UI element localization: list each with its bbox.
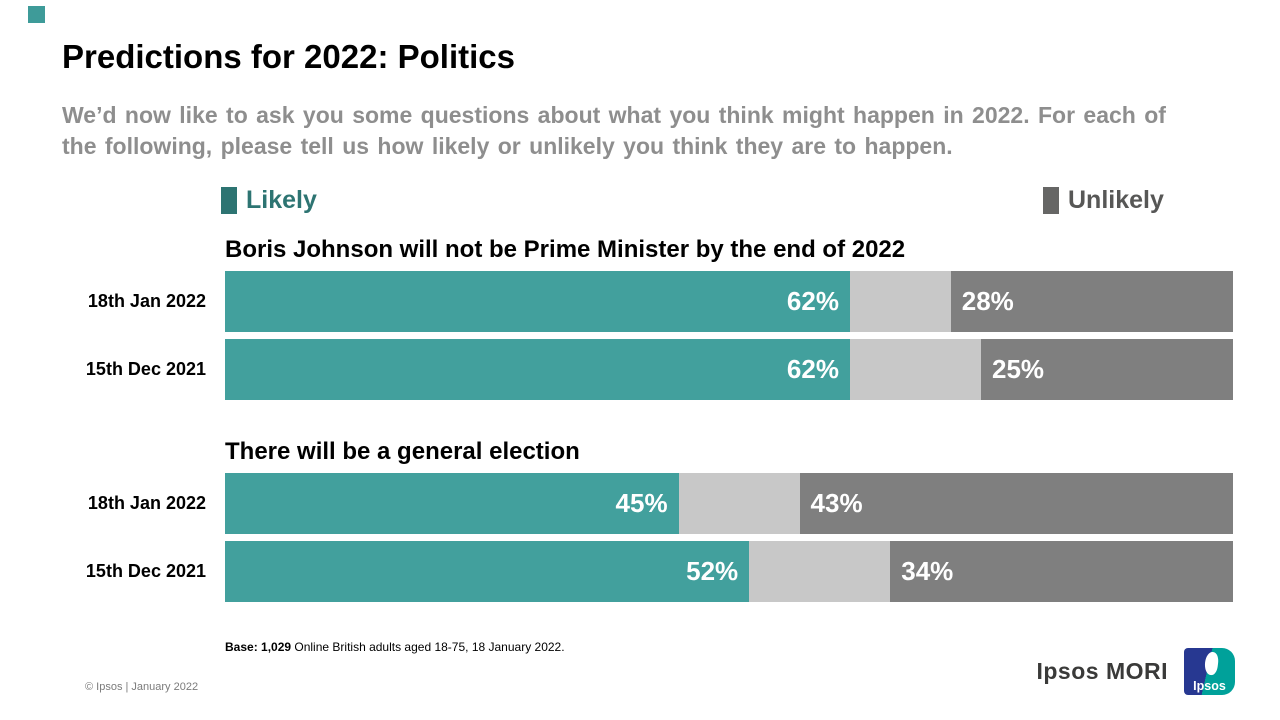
legend-likely-label: Likely (246, 186, 317, 214)
bar-chart: Boris Johnson will not be Prime Minister… (0, 236, 1280, 654)
page-subtitle: We’d now like to ask you some questions … (62, 102, 1166, 159)
stacked-bar: 62% 28% (225, 271, 1233, 332)
likely-value-label: 62% (786, 286, 839, 316)
likely-bar-segment: 62% (225, 271, 850, 332)
middle-bar-segment (849, 271, 951, 332)
base-note-bold: Base: 1,029 (225, 640, 292, 654)
likely-bar-segment: 45% (225, 473, 679, 534)
likely-swatch-icon (221, 187, 237, 214)
base-note: Base: 1,029 Online British adults aged 1… (225, 640, 1280, 654)
stacked-bar: 52% 34% (225, 541, 1233, 602)
unlikely-bar-segment: 34% (890, 541, 1233, 602)
unlikely-bar-segment: 28% (950, 271, 1233, 332)
row-category-label: 18th Jan 2022 (87, 493, 206, 513)
unlikely-bar-segment: 25% (980, 339, 1233, 400)
unlikely-swatch-icon (1043, 187, 1059, 214)
bar-row: 18th Jan 2022 45% 43% (0, 473, 1280, 534)
brand-wordmark: Ipsos MORI (1036, 658, 1168, 684)
likely-bar-segment: 62% (225, 339, 850, 400)
bar-row: 15th Dec 2021 52% 34% (0, 541, 1280, 602)
ipsos-logo: Ipsos (1184, 648, 1235, 695)
slide-accent-square (28, 6, 45, 23)
section-title: Boris Johnson will not be Prime Minister… (225, 236, 906, 263)
legend-unlikely: Unlikely (1043, 187, 1164, 214)
chart-section: Boris Johnson will not be Prime Minister… (0, 236, 1280, 400)
unlikely-value-label: 25% (991, 354, 1045, 384)
unlikely-value-label: 28% (961, 286, 1014, 316)
bar-row: 15th Dec 2021 62% 25% (0, 339, 1280, 400)
copyright-text: © Ipsos | January 2022 (85, 681, 199, 693)
section-title: There will be a general election (225, 438, 580, 465)
ipsos-logo-text: Ipsos (1193, 679, 1226, 693)
likely-value-label: 45% (615, 488, 668, 518)
base-note-regular: Online British adults aged 18-75, 18 Jan… (291, 640, 565, 654)
middle-bar-segment (749, 541, 891, 602)
bar-row: 18th Jan 2022 62% 28% (0, 271, 1280, 332)
unlikely-value-label: 34% (901, 556, 954, 586)
chart-section: There will be a general election 18th Jan… (0, 438, 1280, 602)
likely-bar-segment: 52% (225, 541, 750, 602)
brand-row: Ipsos MORI Ipsos (1036, 648, 1235, 695)
row-category-label: 15th Dec 2021 (85, 359, 206, 379)
unlikely-bar-segment: 43% (799, 473, 1233, 534)
middle-bar-segment (849, 339, 981, 400)
chart-sections: Boris Johnson will not be Prime Minister… (0, 236, 1280, 602)
ipsos-logo-face-icon (1203, 651, 1220, 676)
unlikely-value-label: 43% (810, 488, 863, 518)
stacked-bar: 62% 25% (225, 339, 1233, 400)
likely-value-label: 52% (686, 556, 739, 586)
row-category-label: 18th Jan 2022 (87, 291, 206, 311)
legend-unlikely-label: Unlikely (1068, 186, 1164, 214)
row-category-label: 15th Dec 2021 (85, 561, 206, 581)
legend-likely: Likely (221, 187, 317, 214)
likely-value-label: 62% (786, 354, 839, 384)
page-title: Predictions for 2022: Politics (62, 38, 515, 75)
stacked-bar: 45% 43% (225, 473, 1233, 534)
middle-bar-segment (678, 473, 800, 534)
